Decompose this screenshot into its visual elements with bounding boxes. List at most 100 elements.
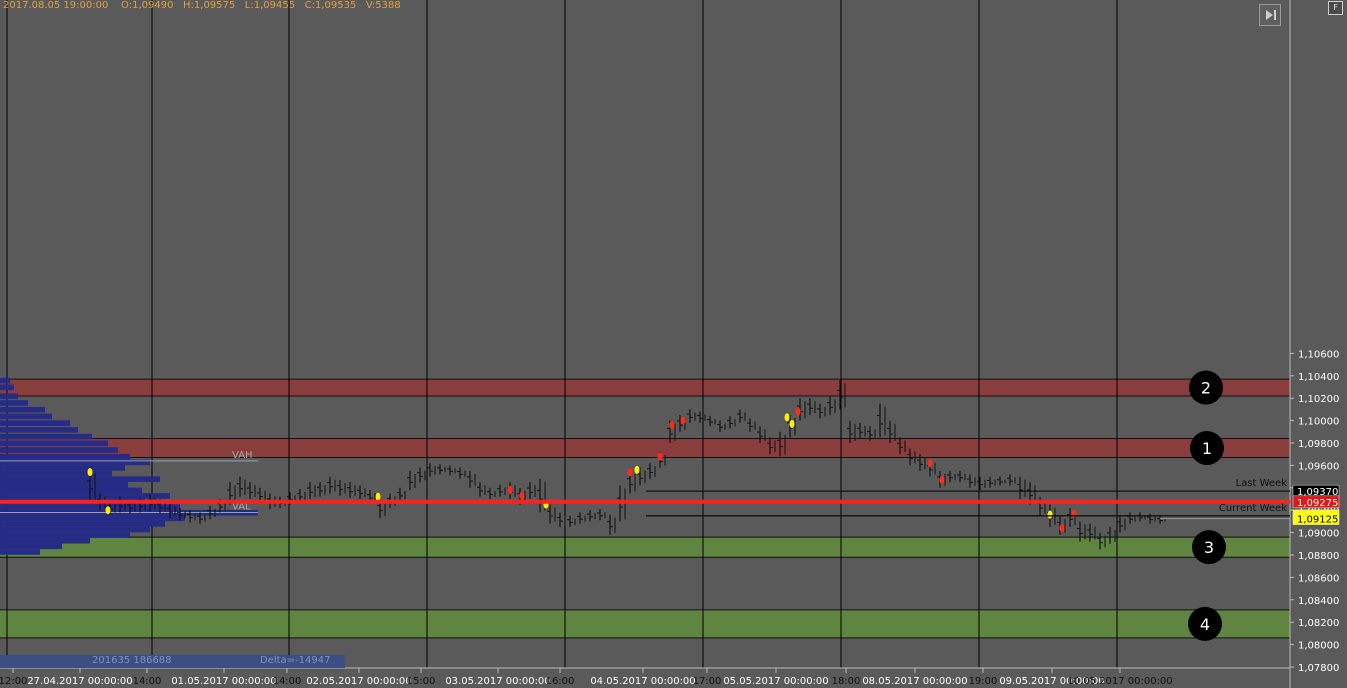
signal-dot: [789, 419, 795, 428]
f-button[interactable]: F: [1328, 1, 1343, 15]
signal-dot: [669, 421, 675, 430]
y-tick-label: 1,08400: [1298, 596, 1339, 607]
x-tick-label: 05.05.2017 00:00:00: [723, 676, 828, 687]
x-tick-label: 19:00: [969, 676, 998, 687]
profile-bar: [0, 470, 112, 477]
zone-marker-2: [1189, 370, 1223, 405]
week-line-label: Last Week: [1236, 478, 1288, 489]
profile-bar: [0, 447, 118, 453]
profile-bar: [0, 433, 92, 440]
signal-dot: [927, 459, 933, 468]
level-label-vah: VAH: [232, 450, 253, 461]
signal-dot: [680, 416, 686, 425]
last-price-badge-bg: [1292, 512, 1340, 525]
zone-marker-label: 1: [1202, 439, 1212, 458]
last-price-badge: 1,09125: [1297, 515, 1338, 526]
signal-dot: [1047, 510, 1053, 519]
y-tick-label: 1,10400: [1298, 372, 1339, 383]
signal-dot: [519, 491, 525, 500]
profile-bar: [0, 487, 142, 494]
zone-marker-4: [1188, 606, 1222, 641]
zone-marker-3: [1192, 530, 1226, 565]
x-tick-label: 03.05.2017 00:00:00: [445, 676, 550, 687]
profile-bar: [0, 493, 170, 499]
x-tick-label: 27.04.2017 00:00:00: [27, 676, 132, 687]
profile-bar: [0, 465, 125, 471]
x-tick-label: 15:00: [407, 676, 436, 687]
signal-dot: [784, 413, 790, 422]
x-tick-label: 09.05.2017 00:00:00: [999, 676, 1104, 687]
profile-bar: [0, 406, 45, 413]
week-line-label: Current Week: [1219, 503, 1287, 514]
y-tick-label: 1,09000: [1298, 529, 1339, 540]
x-tick-label: 16:00: [546, 676, 575, 687]
x-tick-label: 08.05.2017 00:00:00: [862, 676, 967, 687]
profile-bar: [0, 537, 90, 544]
signal-dot: [105, 506, 111, 515]
y-tick-label: 1,09800: [1298, 439, 1339, 450]
y-tick-label: 1,07800: [1298, 663, 1339, 674]
scroll-to-end-button[interactable]: [1259, 4, 1281, 26]
zone-marker-label: 2: [1201, 379, 1211, 398]
signal-dot: [634, 465, 640, 474]
delta-text: Delta=-14947: [260, 655, 331, 666]
play-end-icon: [1266, 10, 1276, 20]
signal-dot: [795, 407, 801, 416]
y-tick-label: 1,08000: [1298, 641, 1339, 652]
profile-bar: [0, 440, 108, 447]
signal-dot: [375, 492, 381, 501]
x-tick-label: 14:00: [273, 676, 302, 687]
profile-bar: [0, 377, 10, 384]
signal-dot: [87, 468, 93, 477]
zone-1: [0, 438, 1290, 458]
zone-marker-label: 4: [1200, 615, 1210, 634]
profile-bar: [0, 459, 150, 466]
x-tick-label: 14:00: [133, 676, 162, 687]
profile-bar: [0, 384, 14, 391]
zone-2: [0, 379, 1290, 396]
poc-badge: 1,09275: [1297, 498, 1338, 509]
zone-marker-label: 3: [1204, 538, 1214, 557]
profile-bar: [0, 504, 180, 510]
profile-bar: [0, 420, 70, 426]
volume-delta-bar: 201635 186688 Delta=-14947: [0, 655, 345, 668]
ohlc-header: 2017.08.05 19:00:00 O:1,09490 H:1,09575 …: [3, 0, 401, 11]
zone-3: [0, 537, 1290, 558]
level-label-val: VAL: [232, 501, 251, 512]
y-tick-label: 1,10600: [1298, 349, 1339, 360]
y-tick-label: 1,08600: [1298, 573, 1339, 584]
signal-dot: [1059, 524, 1065, 533]
profile-bar: [0, 453, 130, 460]
profile-bar: [0, 427, 78, 433]
y-tick-label: 1,10200: [1298, 394, 1339, 405]
x-tick-label: 01.05.2017 00:00:00: [171, 676, 276, 687]
signal-dot: [627, 468, 633, 477]
y-tick-label: 1,08800: [1298, 551, 1339, 562]
profile-bar: [0, 549, 40, 555]
profile-bar: [0, 413, 52, 420]
poc-badge-bg: [1292, 495, 1340, 509]
signal-dot: [507, 486, 513, 495]
volume-text: 201635 186688: [92, 655, 172, 666]
profile-bar: [0, 476, 160, 482]
profile-bar: [0, 481, 128, 488]
zone-4: [0, 609, 1290, 638]
zone-marker-1: [1190, 431, 1224, 466]
y-tick-label: 1,09600: [1298, 461, 1339, 472]
profile-bar: [0, 526, 150, 533]
signal-dot: [939, 475, 945, 484]
profile-bar: [0, 532, 130, 538]
x-tick-label: 17:00: [693, 676, 722, 687]
y-tick-label: 1,10000: [1298, 417, 1339, 428]
x-tick-label: 18:00: [832, 676, 861, 687]
profile-bar: [0, 400, 28, 406]
profile-bar: [0, 543, 62, 550]
x-tick-label: 10.05.2017 00:00:00: [1067, 676, 1172, 687]
profile-bar: [0, 393, 18, 400]
x-tick-label: 04.05.2017 00:00:00: [590, 676, 695, 687]
last-week-badge: 1,09370: [1297, 487, 1338, 498]
profile-bar: [0, 521, 165, 527]
x-tick-label: 12:00: [0, 676, 27, 687]
